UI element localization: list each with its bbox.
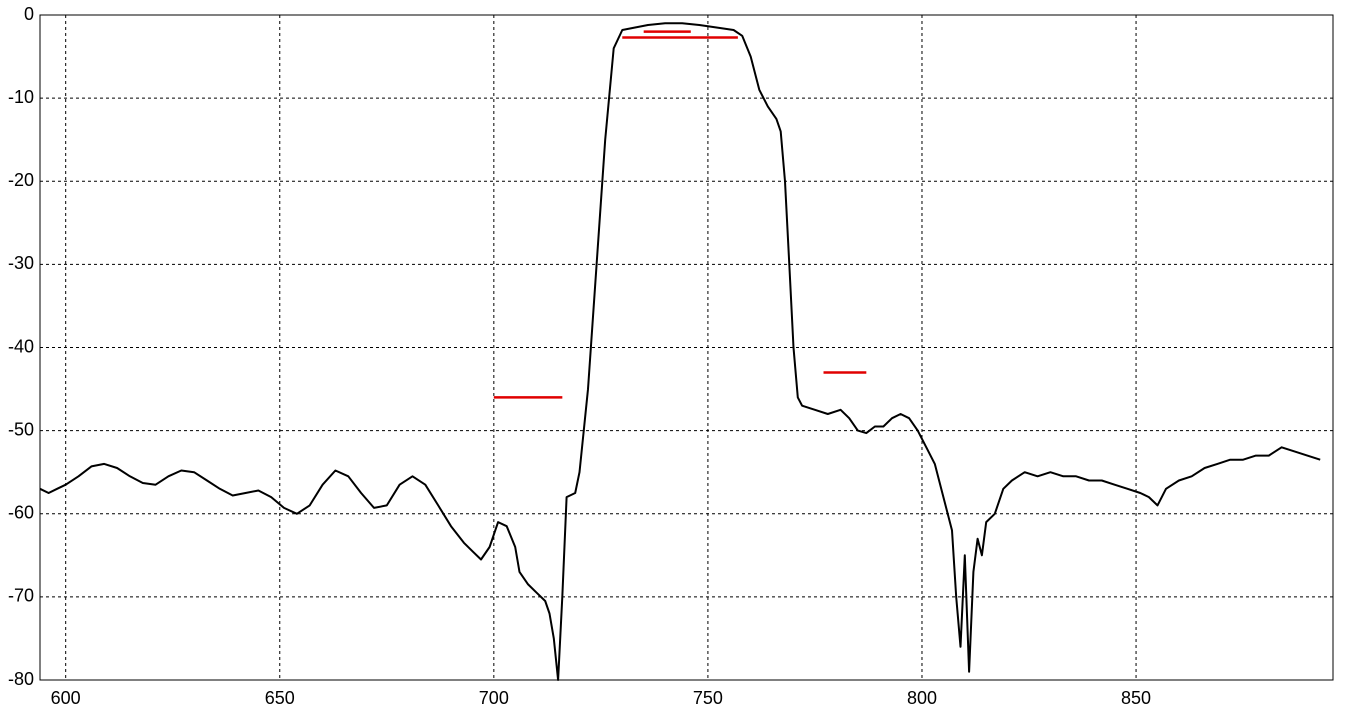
x-tick-label: 750 (693, 688, 723, 708)
x-tick-label: 800 (907, 688, 937, 708)
x-tick-label: 850 (1121, 688, 1151, 708)
axes-box (39, 14, 1334, 681)
y-tick-label: -40 (8, 336, 34, 356)
data-line (39, 22, 1321, 681)
y-tick-label: -70 (8, 586, 34, 606)
x-tick-label: 700 (479, 688, 509, 708)
y-tick-label: -20 (8, 170, 34, 190)
y-tick-label: -80 (8, 669, 34, 689)
y-tick-label: -50 (8, 419, 34, 439)
y-tick-label: -10 (8, 87, 34, 107)
x-tick-label: 600 (51, 688, 81, 708)
y-tick-label: 0 (24, 4, 34, 24)
x-tick-label: 650 (265, 688, 295, 708)
y-tick-label: -60 (8, 503, 34, 523)
y-tick-label: -30 (8, 253, 34, 273)
